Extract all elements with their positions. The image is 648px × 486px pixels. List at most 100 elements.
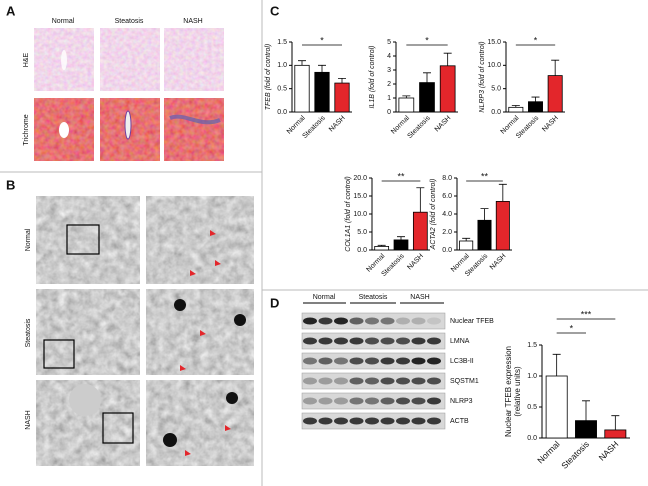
blot-band [318,337,333,345]
blot-band [334,357,348,365]
y-tick-label: 0.0 [527,435,537,442]
blot-band [334,337,348,345]
y-tick-label: 15.0 [487,39,501,46]
y-tick-label: 5.0 [357,229,367,236]
error-bar [397,236,405,240]
column-label: Steatosis [115,18,144,25]
y-tick-label: 2 [387,81,391,88]
y-tick-label: 8.0 [442,175,452,182]
bar [294,64,310,113]
y-tick-label: 6.0 [442,193,452,200]
bar [314,71,330,113]
bar [495,200,510,251]
error-bar [298,60,306,66]
blot-band [380,377,395,385]
significance-label: *** [581,309,592,319]
zoom-box [43,339,75,369]
arrow [200,330,206,336]
image [100,28,160,91]
blot-band [380,397,395,405]
bar [459,240,474,251]
band-label: LC3B-II [450,358,474,365]
vessel [59,122,69,138]
blot-band [349,377,364,385]
blot-band [318,417,333,425]
band-label: ACTB [450,418,469,425]
blot-band [380,317,395,325]
column-label: Normal [52,18,75,25]
lane-group: NASH [410,294,429,301]
blot-band [427,397,441,405]
blot-band [349,417,364,425]
blot-band [396,397,410,405]
row-label: Steatosis [25,318,32,347]
error-bar [582,400,590,421]
blot-band [349,337,364,345]
arrow [190,270,196,276]
blot-band [411,357,426,365]
y-axis-label: IL1B (fold of control) [369,45,376,108]
bar [419,82,435,113]
panel-label: B [6,177,15,192]
blot-band [303,357,317,365]
significance-label: * [534,35,538,45]
blot-band [411,337,426,345]
blot-band [396,417,410,425]
lysosome [226,392,238,404]
lysosome [174,299,186,311]
y-axis-label: ACTA2 (fold of control) [430,179,437,251]
error-bar [462,237,471,241]
y-tick-label: 15.0 [353,193,367,200]
error-bar [611,415,620,430]
image [146,380,254,466]
row-label: Normal [25,228,32,251]
panel-label: A [6,3,16,18]
bar [334,82,350,113]
y-tick-label: 4 [387,53,391,60]
bar [393,239,409,251]
bar [374,245,390,251]
blot-band [365,317,379,325]
blot-band [396,317,410,325]
panel-label: D [270,295,279,310]
lysosome [234,314,246,326]
blot-band [303,337,317,345]
y-tick-label: 5 [387,39,391,46]
blot-band [427,417,441,425]
arrow [210,230,216,236]
image [36,289,140,375]
histology-images [34,28,224,161]
y-tick-label: 10.0 [487,62,501,69]
bar [547,75,563,113]
blot-band [334,397,348,405]
blot-band [411,317,426,325]
band-label: NLRP3 [450,398,473,405]
image [164,98,224,161]
y-tick-label: 20.0 [353,175,367,182]
y-tick-label: 1 [387,95,391,102]
significance-label: * [320,35,324,45]
blot-band [349,317,364,325]
error-bar [498,183,507,202]
bar [398,97,415,113]
arrow [215,260,221,266]
y-tick-label: 3 [387,67,391,74]
y-tick-label: 5.0 [491,86,501,93]
y-axis-label: (relative units) [513,366,522,417]
error-bar [402,95,411,98]
band-label: LMNA [450,338,470,345]
image [146,196,254,284]
blot-band [380,337,395,345]
blot-band [349,357,364,365]
arrow [225,425,231,431]
column-label: NASH [183,18,202,25]
blot-band [349,397,364,405]
row-label: H&E [23,52,30,67]
blot-band [318,317,333,325]
row-label: NASH [25,410,32,429]
blot-band [365,337,379,345]
blot-band [427,357,441,365]
bar [477,219,492,251]
western-blot: Nuclear TFEB LMNA LC3B-II SQSTM1 NLRP3 ACTB [301,312,494,430]
blot-band [396,337,410,345]
